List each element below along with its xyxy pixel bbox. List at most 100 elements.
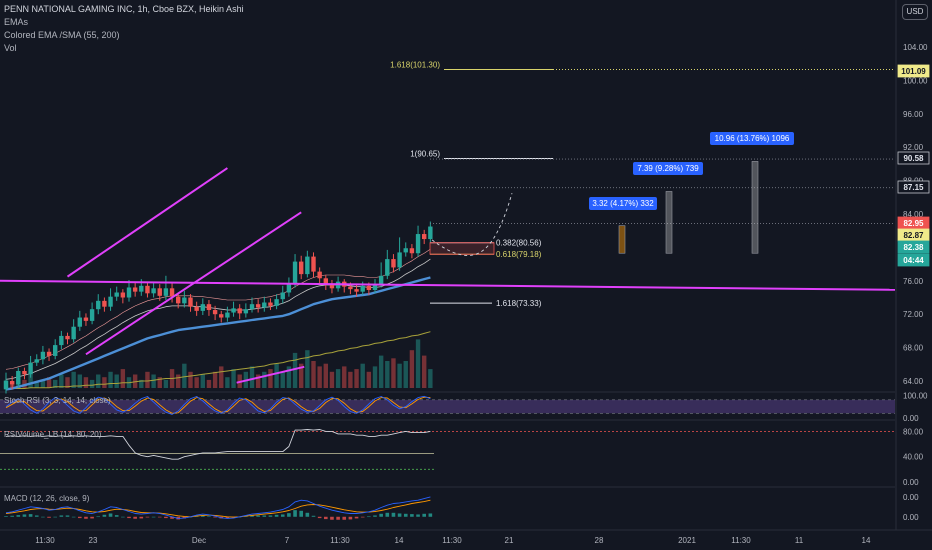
price-axis-tag <box>897 64 930 78</box>
candle-body <box>108 296 113 307</box>
macd-histogram-bar <box>53 516 57 518</box>
macd-histogram-bar <box>108 513 113 517</box>
volume-bar <box>40 379 46 388</box>
candle-body <box>188 297 193 307</box>
rsi-volume-title: RSIVolume_LB (14, 80, 20) <box>4 430 102 439</box>
indicator-emas-label[interactable]: EMAs <box>4 17 29 27</box>
macd-histogram-bar <box>22 514 27 517</box>
volume-bar <box>354 369 359 388</box>
candle-body <box>83 317 89 321</box>
macd-histogram-bar <box>416 514 420 517</box>
volume-bar <box>194 377 199 388</box>
candle-body <box>182 297 187 304</box>
stoch-band <box>0 399 895 414</box>
candle-body <box>28 362 33 375</box>
candle-body <box>176 296 181 304</box>
volume-bar <box>305 350 310 388</box>
candle-body <box>243 309 249 314</box>
candle-body <box>22 370 27 375</box>
price-tick-label: 100.00 <box>903 76 928 85</box>
volume-bar <box>71 371 76 388</box>
volume-bar <box>114 374 119 388</box>
volume-bar <box>46 377 52 388</box>
price-tick-label: 72.00 <box>903 310 924 319</box>
candle-body <box>299 261 304 275</box>
candle-body <box>422 234 427 240</box>
candle-body <box>219 314 224 318</box>
macd-histogram-bar <box>78 516 82 519</box>
macd-histogram-bar <box>65 515 70 517</box>
candle-body <box>225 312 230 318</box>
candle-body <box>385 259 390 276</box>
macd-histogram-bar <box>133 516 137 519</box>
volume-bar <box>292 352 298 388</box>
macd-histogram-bar <box>201 515 205 517</box>
volume-bar <box>385 361 390 388</box>
time-tick-label: 14 <box>395 536 404 545</box>
price-axis-tag-label: 87.15 <box>903 183 924 192</box>
currency-button[interactable]: USD <box>902 4 928 20</box>
candle-body <box>237 308 242 314</box>
macd-histogram-bar <box>336 516 340 520</box>
candle-body <box>378 275 384 285</box>
volume-bar <box>378 355 384 388</box>
price-axis-tag-label: 04:44 <box>903 256 924 265</box>
volume-bar <box>422 355 427 388</box>
candle-body <box>59 335 64 346</box>
macd-histogram-bar <box>84 516 88 519</box>
macd-histogram-bar <box>145 516 150 518</box>
macd-histogram-bar <box>182 516 187 519</box>
stoch-tick-label: 0.00 <box>903 414 919 423</box>
candle-body <box>268 302 273 306</box>
volume-bar <box>360 363 365 388</box>
volume-bar <box>274 363 279 388</box>
volume-bar <box>280 371 285 388</box>
candle-body <box>169 288 175 297</box>
indicator-ema-sma-label[interactable]: Colored EMA /SMA (55, 200) <box>4 30 120 40</box>
volume-bar <box>397 363 402 388</box>
ema-55-line <box>5 276 431 391</box>
indicator-volume-label[interactable]: Vol <box>4 43 17 53</box>
macd-histogram-bar <box>225 516 230 519</box>
volume-bar <box>53 379 58 388</box>
macd-histogram-bar <box>367 516 371 518</box>
candle-body <box>77 317 82 327</box>
time-tick-label: 23 <box>89 536 98 545</box>
macd-histogram-bar <box>28 514 33 517</box>
candle-body <box>391 259 396 268</box>
macd-histogram-bar <box>293 510 297 517</box>
time-tick-label: 28 <box>595 536 604 545</box>
macd-histogram-bar <box>287 513 291 517</box>
candle-body <box>366 285 372 290</box>
candle-body <box>360 285 365 292</box>
volume-bar <box>317 366 322 388</box>
macd-histogram-bar <box>207 516 211 518</box>
macd-histogram-bar <box>213 516 217 518</box>
fib-level-label: 0.618(79.18) <box>496 250 542 259</box>
volume-bar <box>200 374 205 388</box>
volume-bar <box>151 374 156 388</box>
candle-body <box>40 351 46 360</box>
volume-bar <box>59 374 64 388</box>
macd-histogram-bar <box>250 515 254 517</box>
volume-bar <box>415 339 421 388</box>
macd-histogram-bar <box>299 510 303 517</box>
time-tick-label: 11:30 <box>731 536 751 545</box>
macd-histogram-bar <box>102 514 107 517</box>
ema-fast-line <box>5 258 431 380</box>
volume-bar <box>372 366 378 388</box>
price-axis-tag <box>897 180 930 194</box>
volume-bar <box>139 379 144 388</box>
macd-title: MACD (12, 26, close, 9) <box>4 494 90 503</box>
candle-body <box>255 304 261 308</box>
price-axis-tag-label: 82.95 <box>903 219 924 228</box>
macd-histogram-bar <box>342 516 347 520</box>
volume-bar <box>145 371 150 388</box>
macd-histogram-bar <box>373 515 377 517</box>
projection-bar <box>618 225 626 254</box>
price-axis-tag <box>897 253 930 267</box>
volume-bar <box>299 363 304 388</box>
trendline-upper-channel <box>66 167 228 278</box>
projection-label-bg <box>710 132 794 145</box>
